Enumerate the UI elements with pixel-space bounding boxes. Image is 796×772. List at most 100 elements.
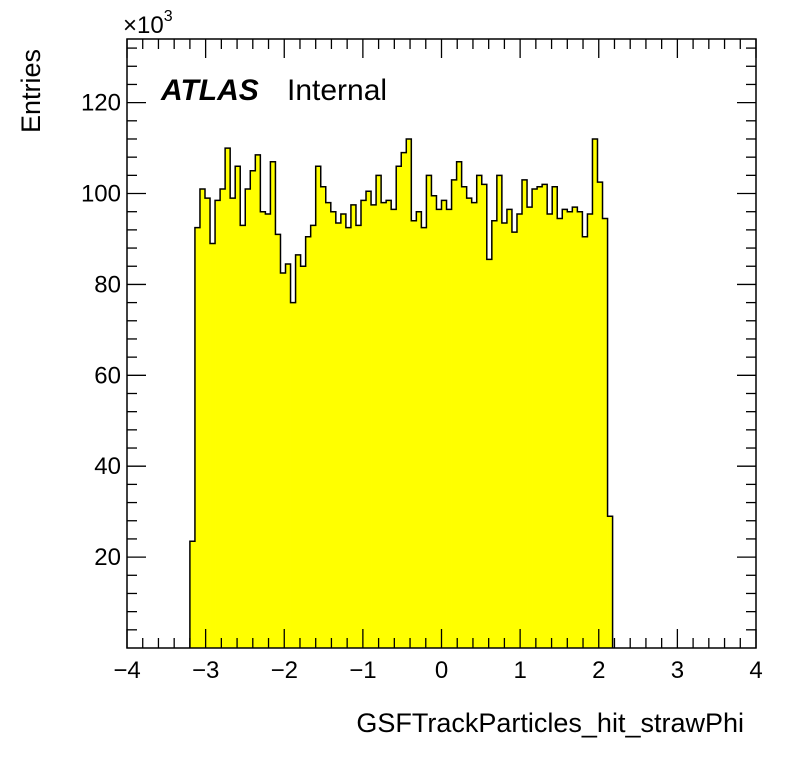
x-tick-label: −1 [349,657,376,684]
histogram-bin [542,184,548,648]
histogram-bin [431,195,437,649]
histogram-bin [235,166,241,648]
histogram-bin [345,227,352,649]
histogram-bin [456,161,463,648]
histogram-bin [340,213,347,648]
histogram-bin [471,202,478,649]
histogram-bin [557,218,563,648]
x-axis-title: GSFTrackParticles_hit_strawPhi [356,708,744,738]
histogram-bin [381,202,387,649]
histogram-bin [199,188,206,649]
histogram-bin [376,175,382,648]
y-tick-label: 20 [94,544,121,571]
histogram-bin [275,234,281,648]
y-tick-label: 120 [81,90,121,117]
histogram-bin [597,182,603,648]
histogram-bin [572,207,578,648]
histogram-bin [602,218,608,648]
histogram-bin [300,266,307,648]
histogram-bin [386,200,392,648]
histogram-bin [552,186,558,648]
histogram-bin [265,213,271,648]
x-tick-label: 3 [671,657,684,684]
histogram-bin [325,202,332,649]
histogram-bin [592,138,598,649]
histogram-bin [280,273,286,648]
atlas-label: ATLAS [160,74,259,107]
histogram-bin [481,184,488,648]
histogram-bin [240,225,246,648]
plot-frame [126,38,757,649]
histogram-bin [320,186,327,648]
histogram-bin [466,198,473,648]
histogram-bars [189,138,613,649]
histogram-bin [401,152,407,648]
histogram-bin [501,223,508,648]
tick-labels: −4 −3 −2 −1 0 1 2 3 4 20 40 60 80 100 120 [81,90,763,684]
internal-label: Internal [287,74,387,107]
histogram-bin [350,204,357,648]
y-axis-title: Entries [16,49,46,133]
histogram-bin [295,254,301,648]
histogram-bin [335,223,342,648]
y-multiplier: ×103 [123,8,173,39]
histogram-bin [426,175,432,648]
histogram-bin [491,220,498,649]
histogram-bin [607,516,613,648]
x-tick-label: −4 [113,657,140,684]
histogram-bin [446,209,452,648]
histogram-bin [290,302,296,648]
histogram-bin [270,161,276,648]
histogram-bin [205,198,211,648]
histogram-bin [305,236,312,648]
histogram-bin [516,213,523,648]
histogram-bin [567,211,573,648]
histogram-bin [230,198,236,648]
histogram-bin [451,179,457,648]
histogram-bin [396,166,402,648]
histogram-bin [486,259,493,648]
y-tick-label: 80 [94,271,121,298]
histogram-bin [310,225,317,648]
histogram-bin [225,148,231,648]
x-tick-label: 0 [435,657,448,684]
histogram-bin [577,211,583,648]
histogram-bin [210,243,216,648]
x-tick-label: 1 [513,657,526,684]
histogram-bin [421,227,427,649]
histogram-bin [355,225,362,648]
histogram-bin [587,213,593,648]
histogram-bin [366,191,372,648]
x-tick-label: 2 [592,657,605,684]
histogram-bin [285,263,291,648]
histogram-bin [194,227,201,649]
histogram-bin [537,186,543,648]
histogram-bin [255,154,261,648]
histogram-bin [476,175,483,648]
y-tick-label: 40 [94,453,121,480]
histogram-bin [330,211,337,648]
histogram-bin [522,179,528,648]
histogram-bin [260,211,266,648]
y-tick-label: 100 [81,181,121,208]
y-tick-label: 60 [94,362,121,389]
axis-ticks [126,39,757,648]
histogram-bin [532,188,538,649]
histogram-bin [441,200,447,648]
histogram-bin [506,209,513,648]
histogram-bin [315,166,322,648]
histogram-bin [391,209,397,648]
histogram-bin [461,186,468,648]
histogram-bin [527,207,533,648]
histogram-bin [215,200,221,648]
histogram-bin [360,200,367,648]
x-tick-label: −2 [271,657,298,684]
x-tick-label: 4 [749,657,762,684]
histogram-bin [220,188,226,649]
histogram-bin [582,236,588,648]
histogram-bin [250,170,256,649]
histogram-bin [189,541,196,648]
histogram-bin [511,232,518,648]
histogram-outline [189,138,614,648]
